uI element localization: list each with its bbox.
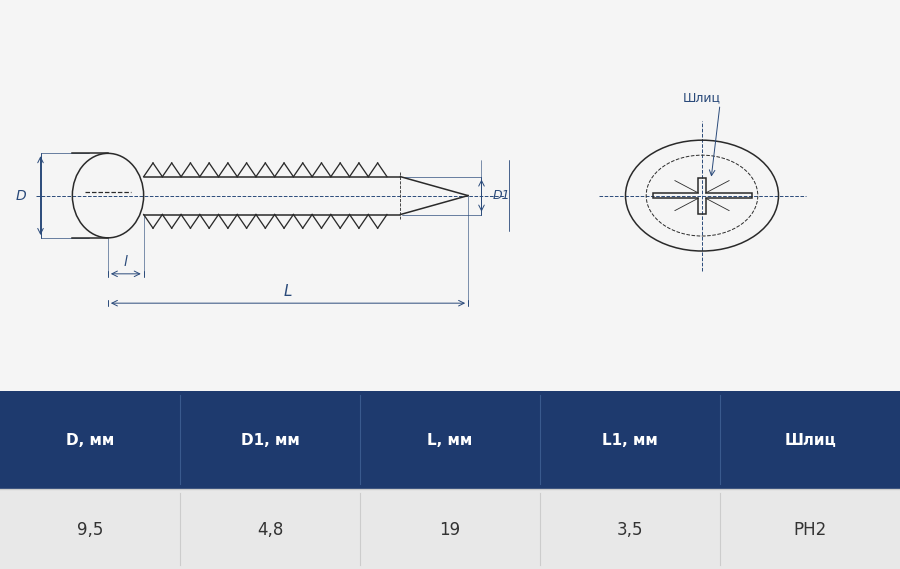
Text: L: L — [284, 284, 292, 299]
Text: Шлиц: Шлиц — [784, 434, 836, 448]
Text: PH2: PH2 — [794, 521, 826, 539]
Text: 19: 19 — [439, 521, 461, 539]
Text: L, мм: L, мм — [428, 434, 473, 448]
Text: D: D — [15, 188, 26, 203]
Text: Шлиц: Шлиц — [683, 91, 721, 104]
Text: 3,5: 3,5 — [616, 521, 643, 539]
FancyBboxPatch shape — [0, 489, 900, 569]
FancyBboxPatch shape — [0, 391, 900, 489]
Text: D1, мм: D1, мм — [240, 434, 300, 448]
Text: 4,8: 4,8 — [256, 521, 284, 539]
Text: D1: D1 — [492, 189, 510, 202]
Text: D, мм: D, мм — [66, 434, 114, 448]
Text: 9,5: 9,5 — [76, 521, 104, 539]
Text: l: l — [124, 255, 128, 269]
Text: L1, мм: L1, мм — [602, 434, 658, 448]
